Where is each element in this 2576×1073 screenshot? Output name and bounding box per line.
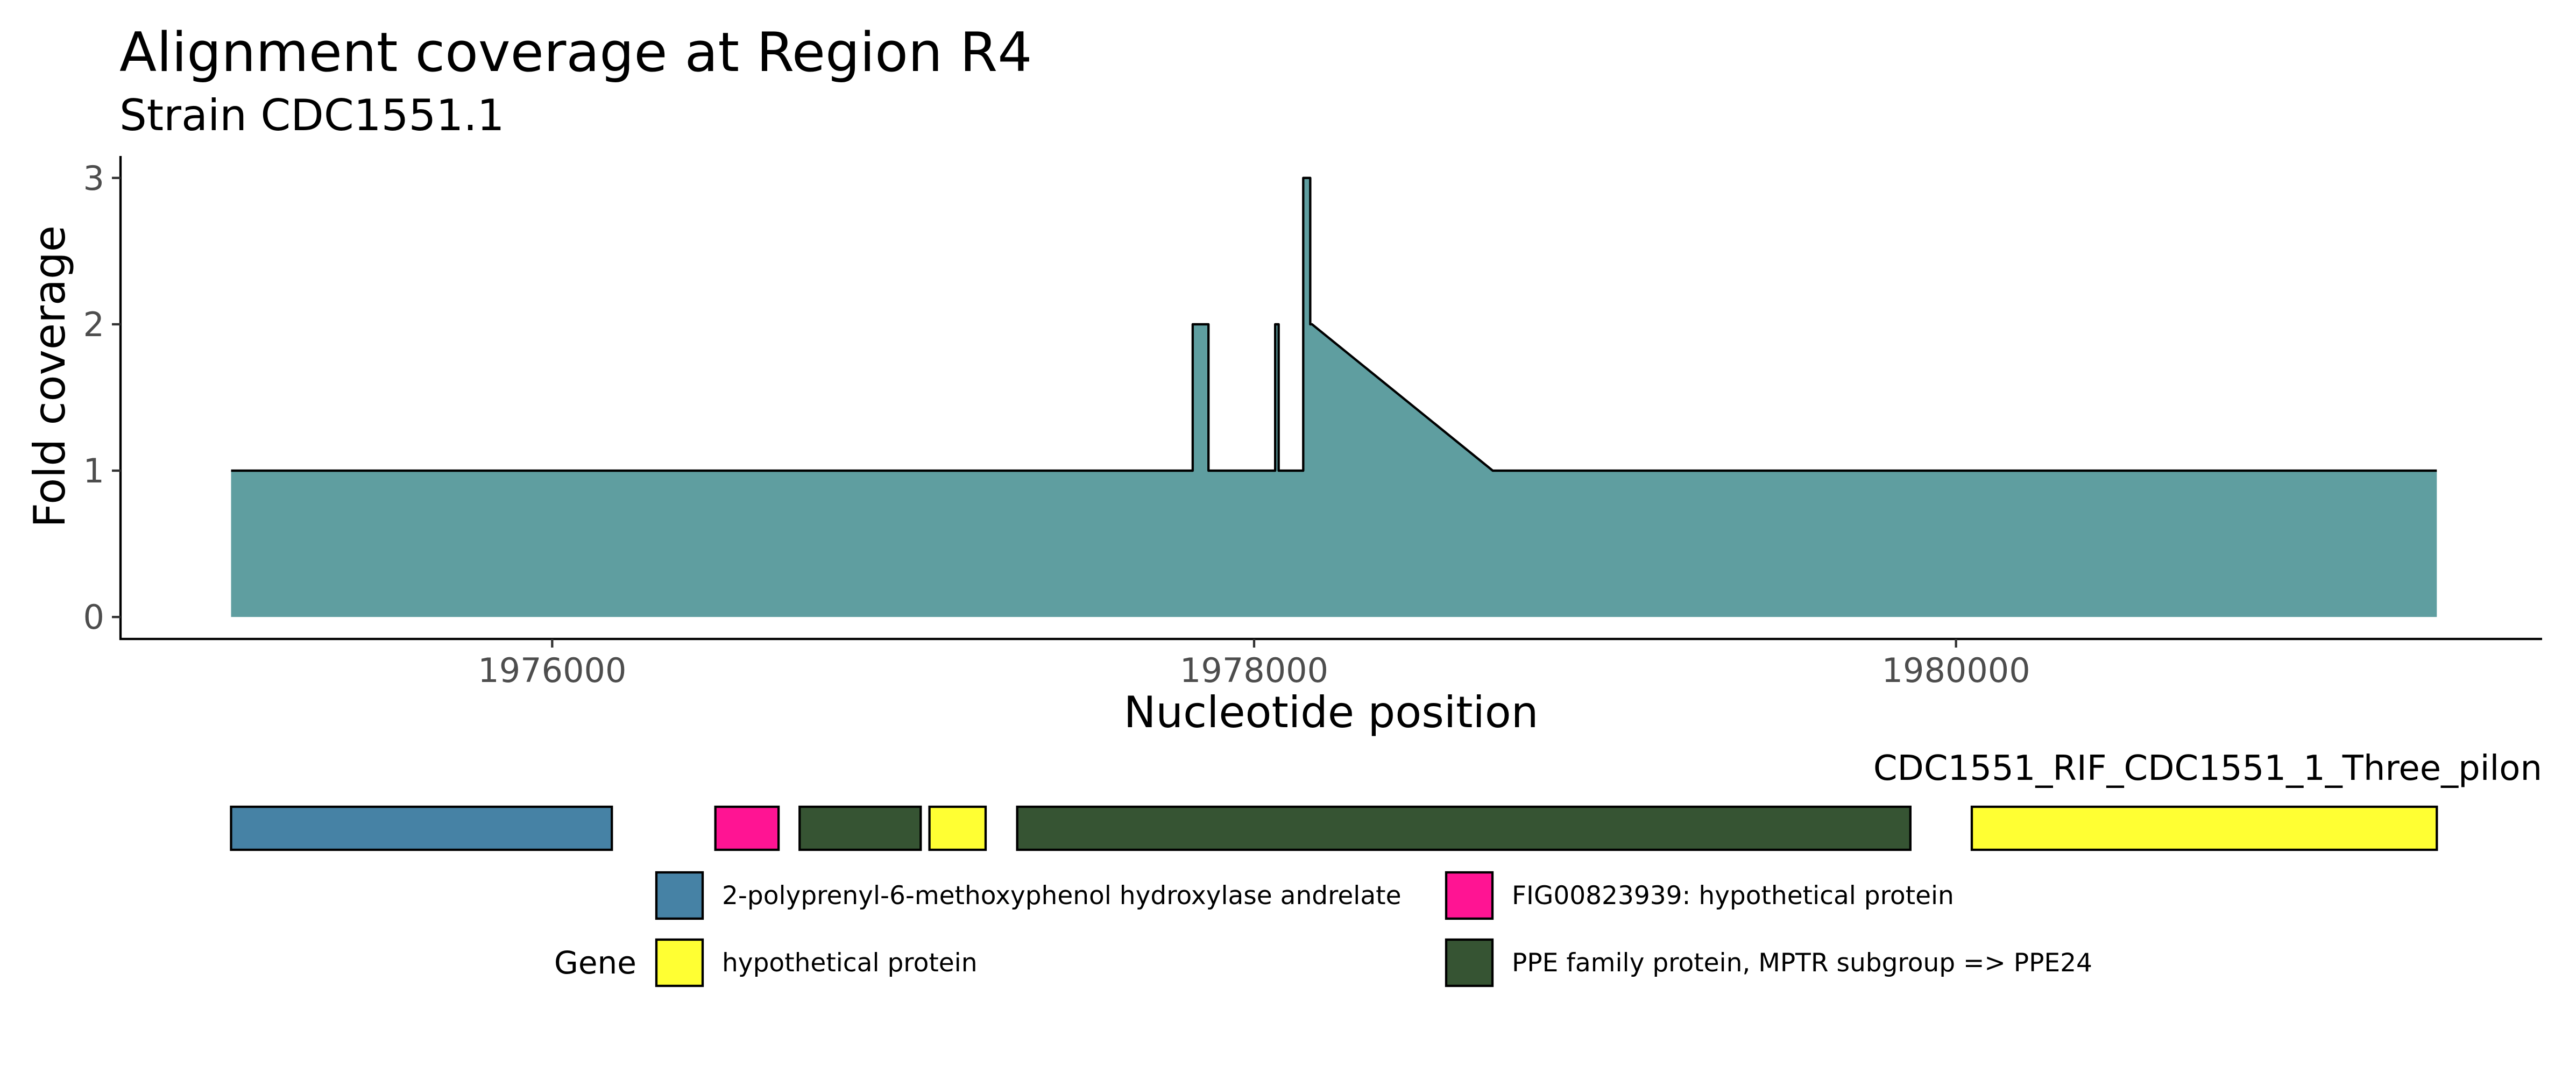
gene-block: [1970, 805, 2438, 851]
gene-block: [798, 805, 922, 851]
x-tick-label: 1980000: [1882, 651, 2030, 690]
y-tick-label: 3: [83, 159, 104, 198]
gene-track-label: CDC1551_RIF_CDC1551_1_Three_pilon: [1873, 749, 2542, 788]
coverage-area-fill: [231, 177, 2437, 617]
legend-label: PPE family protein, MPTR subgroup => PPE…: [1512, 948, 2092, 978]
y-tick-label: 2: [83, 305, 104, 344]
gene-legend: Gene 2-polyprenyl-6-methoxyphenol hydrox…: [554, 871, 2092, 987]
gene-block: [230, 805, 613, 851]
gene-block: [714, 805, 780, 851]
y-tick-label: 0: [83, 598, 104, 637]
legend-swatch: [1445, 938, 1494, 987]
y-axis-title: Fold coverage: [25, 225, 75, 528]
gene-block: [928, 805, 987, 851]
legend-swatch: [655, 871, 704, 920]
x-axis-ticks: 1976000 1978000 1980000: [478, 639, 2030, 690]
coverage-line: [231, 176, 2437, 472]
y-tick-label: 1: [83, 451, 104, 491]
legend-swatch: [1445, 871, 1494, 920]
legend-label: FIG00823939: hypothetical protein: [1512, 881, 1954, 911]
chart-subtitle: Strain CDC1551.1: [119, 90, 505, 140]
y-axis-ticks: 0 1 2 3: [83, 159, 121, 637]
chart-title: Alignment coverage at Region R4: [119, 20, 1032, 84]
legend-swatch: [655, 938, 704, 987]
x-tick-label: 1978000: [1180, 651, 1328, 690]
legend-label: 2-polyprenyl-6-methoxyphenol hydroxylase…: [722, 881, 1401, 911]
coverage-area-layer: [231, 176, 2437, 617]
legend-label: hypothetical protein: [722, 948, 978, 978]
gene-block: [1016, 805, 1912, 851]
x-tick-label: 1976000: [478, 651, 626, 690]
gene-track: [230, 805, 2438, 851]
legend-title: Gene: [554, 944, 636, 981]
legend-entries: 2-polyprenyl-6-methoxyphenol hydroxylase…: [655, 871, 2092, 987]
x-axis-title: Nucleotide position: [1124, 687, 1539, 737]
